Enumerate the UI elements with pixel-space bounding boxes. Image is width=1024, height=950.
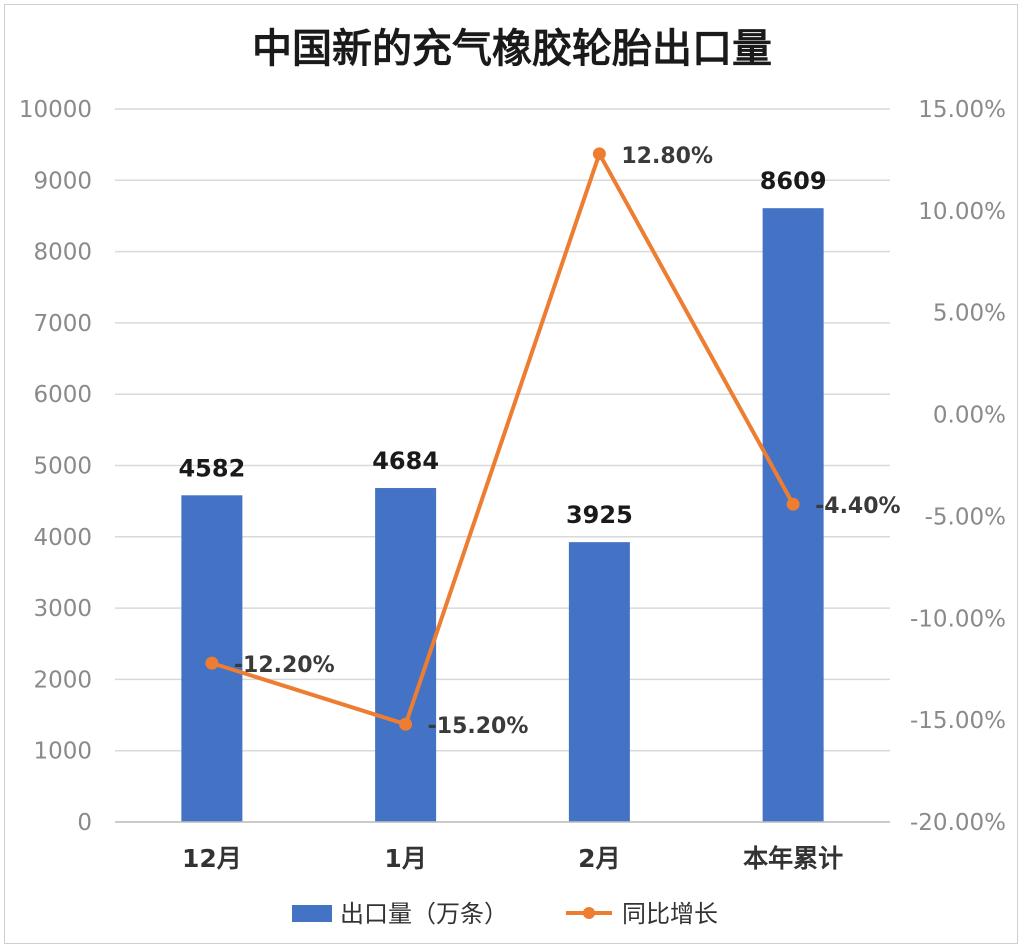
left-axis: 0 1000 2000 3000 4000 5000 6000 7000 8000 9000 100… [19, 97, 92, 836]
bar [568, 542, 630, 822]
right-tick-label: 15.00% [918, 97, 1006, 123]
legend-bar-label: 出口量（万条） [340, 900, 508, 928]
right-tick-label: 5.00% [933, 301, 1006, 327]
left-tick-label: 8000 [33, 240, 92, 266]
bar-value-label: 4582 [178, 454, 245, 482]
bar-value-label: 4684 [372, 447, 439, 475]
line-marker [592, 147, 606, 161]
bar-value-label: 3925 [566, 501, 633, 529]
chart-title: 中国新的充气橡胶轮胎出口量 [252, 26, 772, 72]
x-tick-label: 本年累计 [743, 844, 843, 873]
left-tick-label: 6000 [33, 382, 92, 408]
right-tick-label: -15.00% [910, 708, 1006, 734]
right-axis: -20.00% -15.00% -10.00% -5.00% 0.00% 5.00% 10.… [910, 97, 1006, 836]
left-tick-label: 5000 [33, 454, 92, 480]
bar-value-label: 8609 [760, 167, 827, 195]
left-tick-label: 0 [77, 810, 92, 836]
legend-bar-swatch [292, 905, 332, 922]
line-marker [399, 717, 413, 731]
bar [762, 208, 824, 823]
left-tick-label: 1000 [33, 739, 92, 765]
left-tick-label: 4000 [33, 525, 92, 551]
line-marker [205, 656, 219, 670]
legend-line-label: 同比增长 [622, 900, 718, 928]
line-series [205, 147, 800, 731]
bar [375, 488, 437, 822]
left-tick-label: 10000 [19, 97, 92, 123]
line-value-label: 12.80% [621, 144, 713, 169]
x-tick-label: 1月 [384, 844, 426, 873]
line-data-labels: -12.20% -15.20% 12.80% -4.40% [234, 144, 901, 739]
x-tick-label: 2月 [578, 844, 620, 873]
x-axis: 12月 1月 2月 本年累计 [115, 821, 890, 873]
right-tick-label: -10.00% [910, 606, 1006, 632]
line-marker [786, 497, 800, 511]
right-tick-label: 0.00% [933, 403, 1006, 429]
bar-data-labels: 4582 4684 3925 8609 [178, 167, 826, 529]
left-tick-label: 9000 [33, 168, 92, 194]
line-value-label: -12.20% [234, 653, 335, 678]
right-tick-label: -20.00% [910, 810, 1006, 836]
x-tick-label: 12月 [182, 844, 242, 873]
line-value-label: -15.20% [428, 714, 529, 739]
left-tick-label: 2000 [33, 667, 92, 693]
chart-frame [4, 4, 1018, 944]
legend-line-marker [583, 907, 595, 919]
line-value-label: -4.40% [815, 494, 900, 519]
legend: 出口量（万条） 同比增长 [292, 900, 718, 928]
growth-line [211, 151, 795, 727]
left-tick-label: 3000 [33, 596, 92, 622]
left-tick-label: 7000 [33, 311, 92, 337]
right-tick-label: -5.00% [925, 504, 1006, 530]
right-tick-label: 10.00% [918, 199, 1006, 225]
